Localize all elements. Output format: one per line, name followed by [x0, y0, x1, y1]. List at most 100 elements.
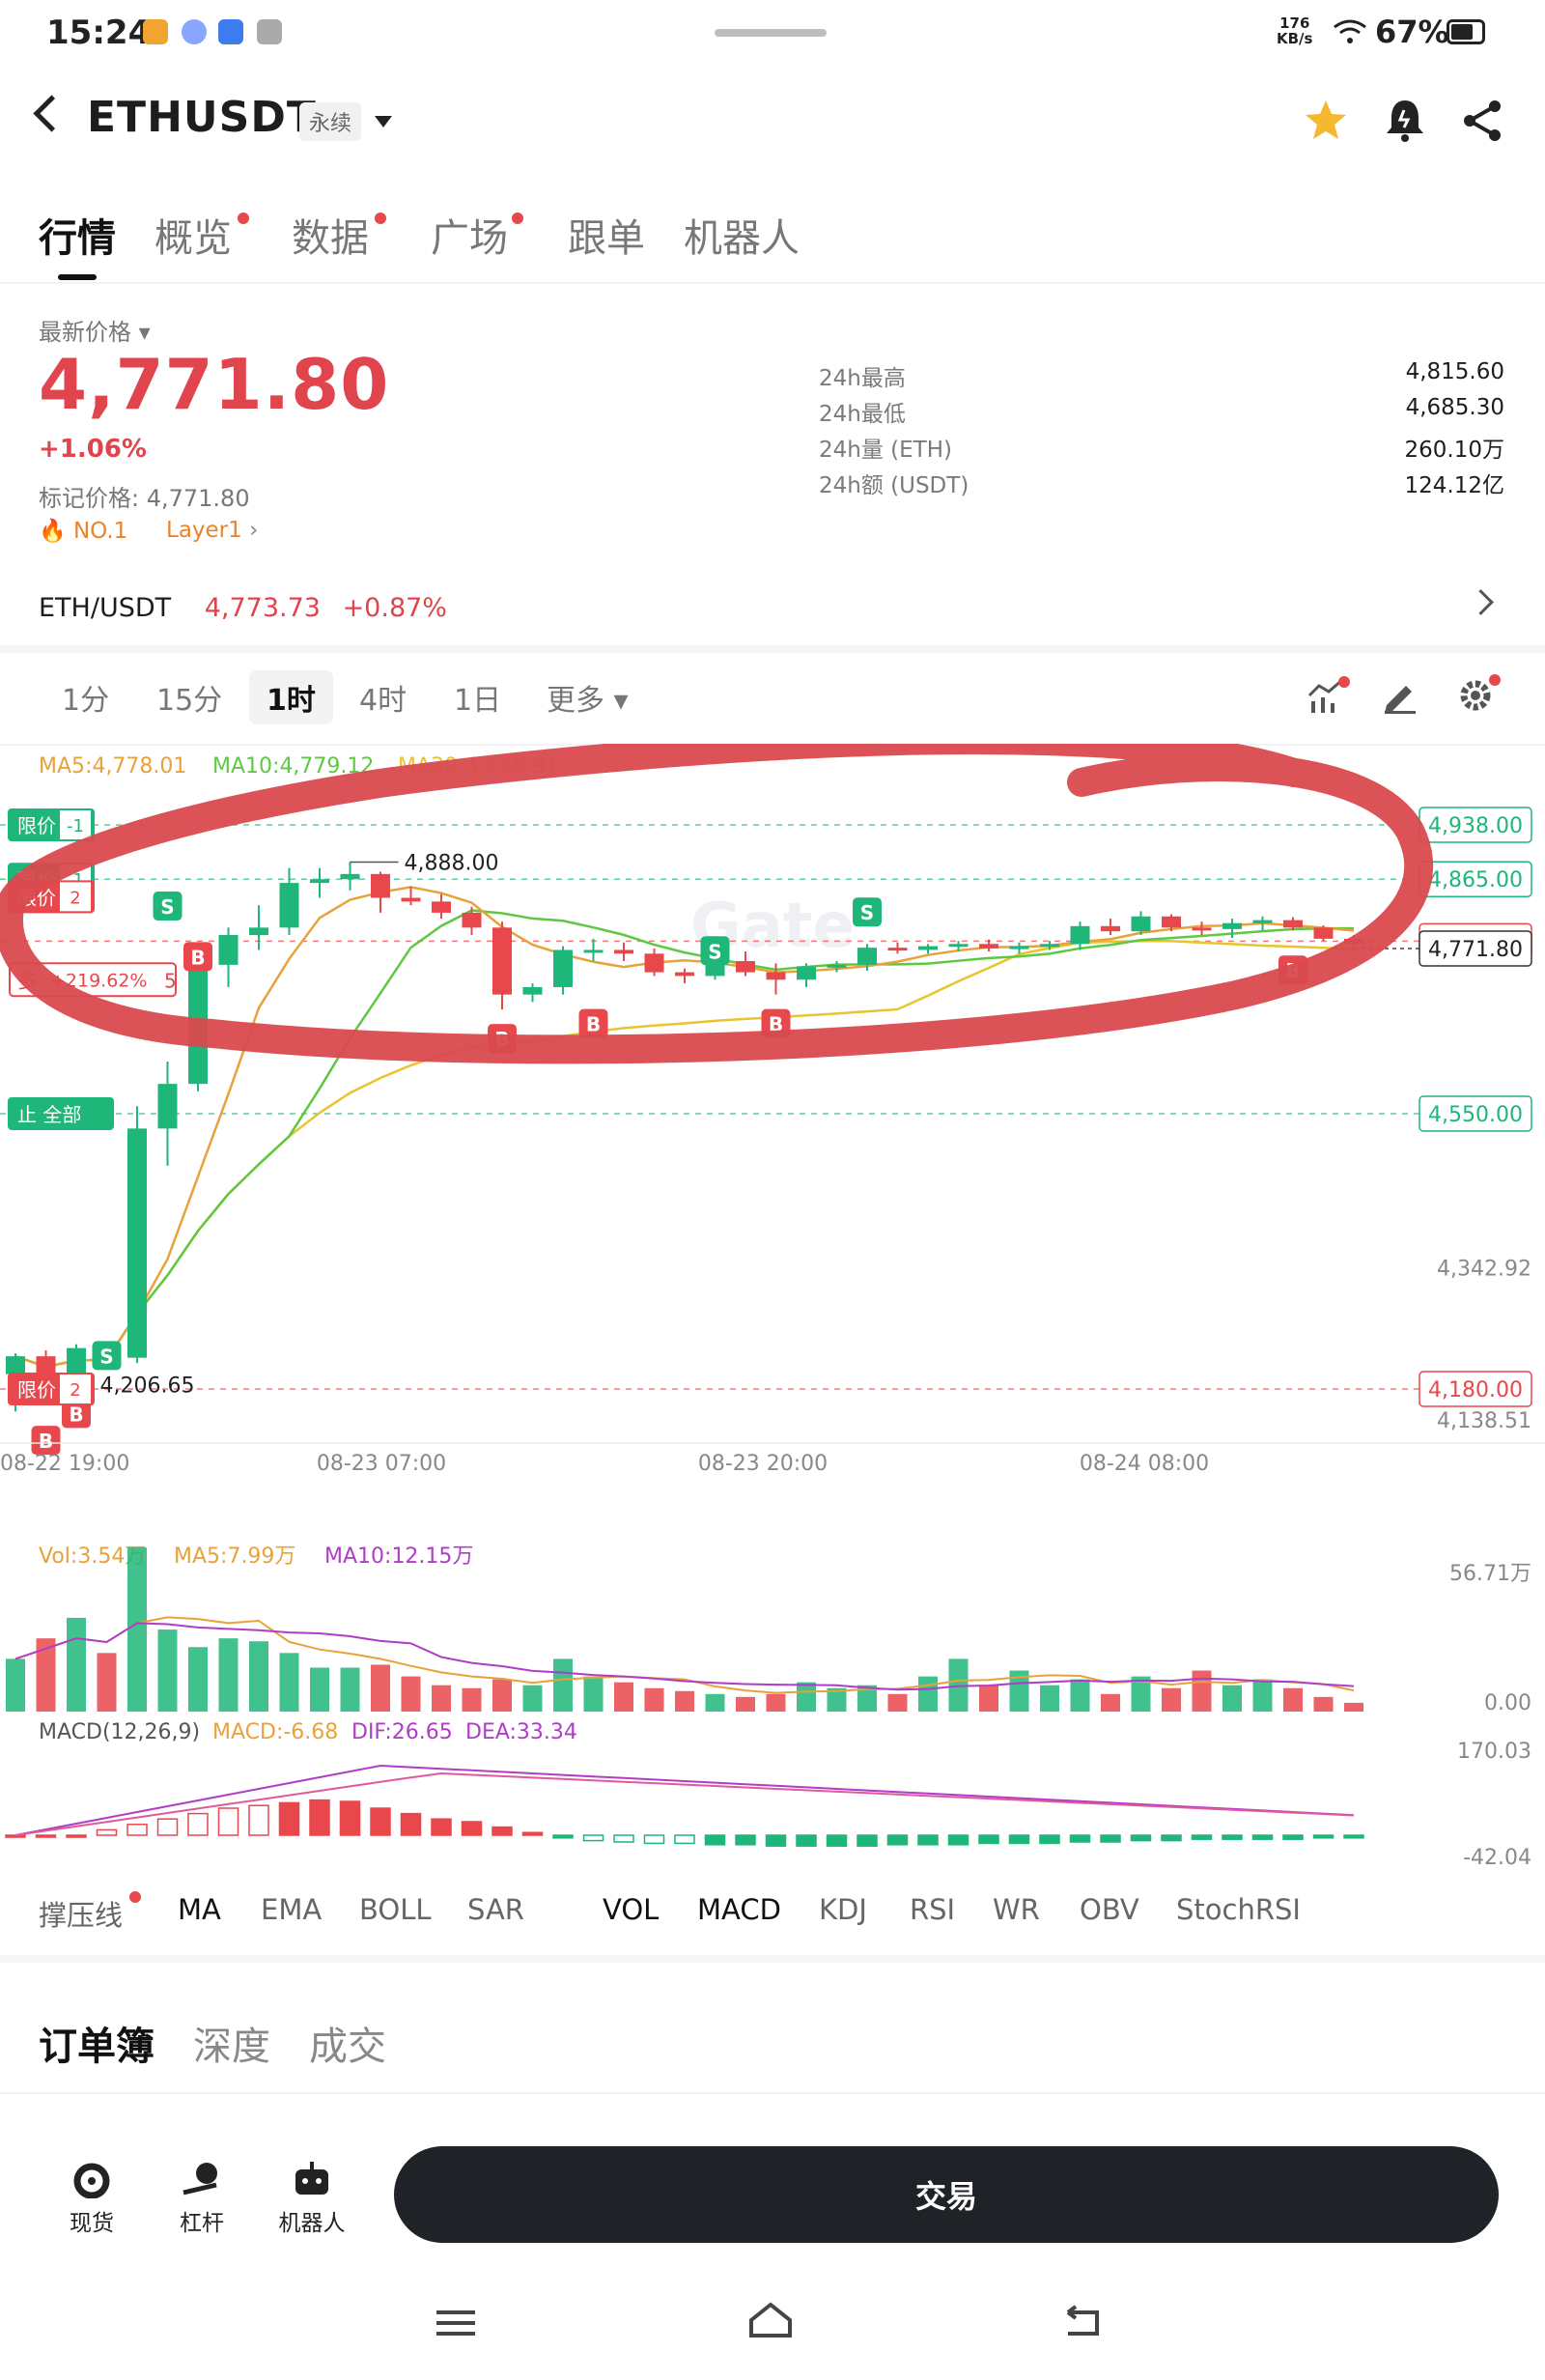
volume-bar [583, 1676, 604, 1712]
notification-dot [512, 212, 523, 224]
volume-bar [887, 1693, 908, 1712]
rank-tag[interactable]: 🔥 NO.1 [39, 519, 128, 544]
macd-bar [1312, 1834, 1334, 1839]
back-nav-icon[interactable] [1062, 2303, 1109, 2341]
indicator-wr[interactable]: WR [993, 1893, 1040, 1926]
y-tick: 4,550.00 [1428, 1103, 1523, 1127]
tab-market[interactable]: 行情 [39, 216, 116, 261]
x-tick: 08-23 07:00 [317, 1452, 446, 1476]
macd-bar [1191, 1834, 1213, 1840]
volume-bar [188, 1647, 208, 1712]
candle [1009, 946, 1029, 949]
indicator-obv[interactable]: OBV [1080, 1893, 1139, 1926]
candle [249, 927, 268, 936]
order-tag [8, 1096, 114, 1130]
indicator-boll[interactable]: BOLL [359, 1893, 432, 1926]
candle [614, 949, 633, 954]
status-bar: 15:24 176 KB/s 67% [0, 0, 1545, 70]
candle [127, 1128, 147, 1358]
tab-trades[interactable]: 成交 [309, 2025, 386, 2069]
interval-1d[interactable]: 1日 [454, 684, 502, 718]
volume-bar [736, 1696, 755, 1712]
category-tag[interactable]: Layer1 › [166, 518, 259, 543]
candle [736, 960, 755, 973]
y-tick: 4,938.00 [1428, 814, 1523, 838]
interval-15m[interactable]: 15分 [156, 684, 223, 718]
gear-icon[interactable] [1456, 672, 1503, 715]
latest-price-label[interactable]: 最新价格 ▾ [39, 319, 151, 346]
indicator-macd[interactable]: MACD [697, 1893, 781, 1926]
trade-marker [183, 942, 212, 972]
kline-chart[interactable]: MA5:4,778.01 MA10:4,779.12 MA30:4,746.91Ga… [0, 744, 1545, 1874]
interval-4h[interactable]: 4时 [359, 684, 407, 718]
indicator-sar[interactable]: SAR [467, 1893, 524, 1926]
macd-bar [187, 1812, 209, 1836]
ma10-line [14, 909, 1354, 1369]
volume-bar [67, 1617, 86, 1712]
indicator-kdj[interactable]: KDJ [819, 1893, 867, 1926]
candle [279, 883, 299, 928]
interval-more[interactable]: 更多 ▾ [547, 684, 629, 718]
indicator-chart-icon[interactable] [1306, 676, 1350, 715]
ma5-line [14, 886, 1355, 1369]
price-alert-bell-icon[interactable] [1383, 97, 1427, 143]
divider [0, 1955, 1545, 1963]
indicator-ma[interactable]: MA [178, 1893, 221, 1926]
stat-label: 24h最高 [819, 366, 906, 391]
macd-bar [1039, 1834, 1060, 1845]
indicator-vol[interactable]: VOL [603, 1893, 660, 1926]
tab-data[interactable]: 数据 [292, 216, 369, 261]
tab-bots[interactable]: 机器人 [684, 216, 800, 261]
candle [918, 946, 938, 950]
tab-depth[interactable]: 深度 [193, 2025, 270, 2069]
nav-spot[interactable]: 现货 [39, 2160, 145, 2237]
interval-1h[interactable]: 1时 [249, 670, 333, 724]
macd-bar [431, 1818, 452, 1836]
recent-apps-icon[interactable] [436, 2310, 475, 2336]
macd-bar [947, 1834, 969, 1846]
dea-value: DEA:33.34 [465, 1720, 577, 1744]
spot-pair-row[interactable]: ETH/USDT 4,773.73 +0.87% [39, 593, 447, 623]
macd-bar [339, 1800, 361, 1836]
order-count-bg [60, 882, 91, 912]
indicator-ema[interactable]: EMA [261, 1893, 323, 1926]
home-icon[interactable] [747, 2301, 794, 2339]
back-icon[interactable] [33, 95, 70, 132]
indicator-sr[interactable]: 撑压线 [39, 1899, 124, 1932]
candle [492, 927, 512, 995]
y-tick: 4,138.51 [1437, 1409, 1531, 1433]
macd-value: MACD:-6.68 [212, 1720, 338, 1744]
stat-label: 24h量 (ETH) [819, 438, 952, 463]
divider [0, 282, 1545, 284]
chevron-down-icon[interactable] [375, 116, 392, 128]
candle [67, 1347, 86, 1377]
indicator-rsi[interactable]: RSI [910, 1893, 956, 1926]
trade-button[interactable]: 交易 [394, 2146, 1499, 2243]
symbol-title[interactable]: ETHUSDT [87, 93, 317, 142]
tab-copy-trading[interactable]: 跟单 [568, 216, 645, 261]
share-icon[interactable] [1460, 99, 1504, 143]
interval-1m[interactable]: 1分 [62, 684, 110, 718]
tab-orderbook[interactable]: 订单簿 [39, 2025, 154, 2069]
dif-value: DIF:26.65 [351, 1720, 453, 1744]
nav-bot[interactable]: 机器人 [259, 2160, 365, 2237]
candle [432, 901, 451, 913]
macd-bar [704, 1834, 726, 1846]
macd-bar [552, 1834, 574, 1839]
tab-square[interactable]: 广场 [431, 216, 508, 261]
trade-marker-label: S [708, 940, 721, 963]
indicator-stochrsi[interactable]: StochRSI [1176, 1893, 1301, 1926]
vol-ma10-legend: MA10:12.15万 [324, 1544, 473, 1569]
chevron-right-icon[interactable] [1468, 589, 1494, 615]
volume-bar [6, 1658, 25, 1712]
macd-bar [765, 1834, 787, 1847]
high-annotation: 4,888.00 [405, 852, 499, 876]
star-icon[interactable] [1304, 99, 1348, 141]
volume-bar [36, 1638, 56, 1712]
tab-overview[interactable]: 概览 [154, 216, 232, 261]
candle [522, 986, 543, 995]
battery-icon [1447, 19, 1485, 44]
nav-margin[interactable]: 杠杆 [149, 2160, 255, 2237]
draw-pen-icon[interactable] [1381, 676, 1419, 715]
volume-bar [644, 1687, 664, 1712]
